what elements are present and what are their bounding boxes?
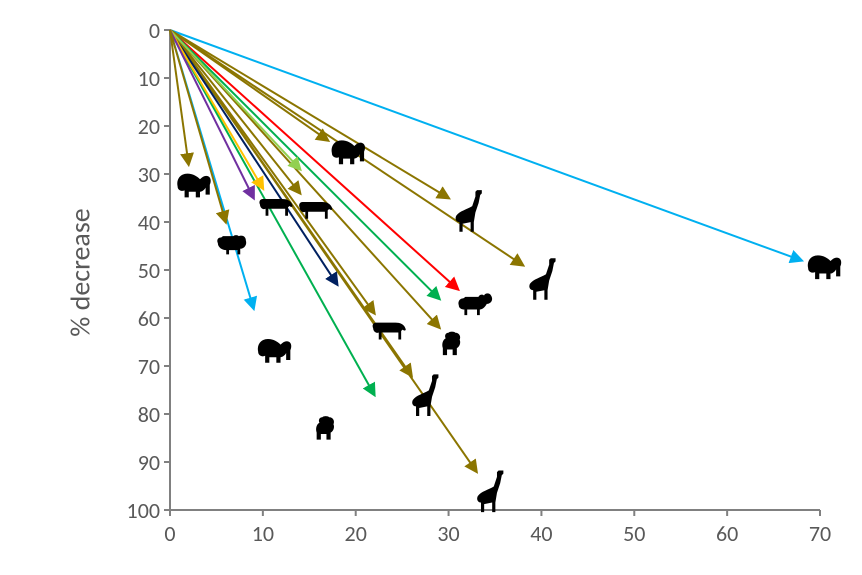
y-tick-label: 70 [110, 353, 160, 380]
y-tick-label: 30 [110, 161, 160, 188]
y-tick-label: 20 [110, 113, 160, 140]
elephant-icon [808, 255, 841, 279]
elephant-icon [258, 339, 291, 363]
decline-vector [170, 30, 374, 313]
elephant-icon [177, 174, 210, 198]
giraffe-icon [456, 190, 482, 232]
x-tick-label: 30 [429, 520, 469, 547]
elephant-icon [332, 140, 365, 164]
y-axis-title: % decrease [63, 173, 98, 373]
bear-icon [217, 235, 246, 254]
decline-vector [170, 30, 801, 260]
y-tick-label: 10 [110, 65, 160, 92]
y-tick-label: 80 [110, 401, 160, 428]
y-tick-label: 90 [110, 449, 160, 476]
y-tick-label: 40 [110, 209, 160, 236]
gorilla-icon [316, 416, 334, 439]
x-tick-label: 10 [243, 520, 283, 547]
bigcat-icon [259, 199, 292, 216]
decline-vector [170, 30, 328, 140]
y-tick-label: 0 [110, 17, 160, 44]
species-decline-chart: % decrease 01020304050607080901000102030… [0, 0, 862, 575]
y-tick-label: 50 [110, 257, 160, 284]
giraffe-icon [477, 470, 503, 512]
y-tick-label: 60 [110, 305, 160, 332]
x-tick-label: 40 [521, 520, 561, 547]
x-tick-label: 60 [707, 520, 747, 547]
giraffe-icon [529, 258, 555, 300]
lion-icon [458, 293, 492, 315]
x-tick-label: 0 [150, 520, 190, 547]
gorilla-icon [442, 332, 460, 355]
x-tick-label: 50 [614, 520, 654, 547]
bigcat-icon [373, 323, 406, 340]
x-tick-label: 20 [336, 520, 376, 547]
x-tick-label: 70 [800, 520, 840, 547]
